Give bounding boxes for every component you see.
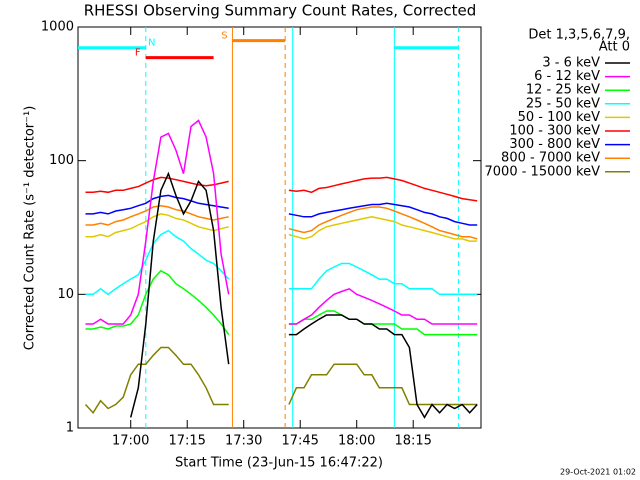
legend-label: 6 - 12 keV (534, 69, 600, 84)
footer: 29-Oct-2021 01:02 (560, 468, 636, 477)
series-line (85, 204, 478, 240)
y-tick-label: 100 (49, 153, 74, 168)
legend-label: 300 - 800 keV (509, 137, 600, 152)
legend-title: Det 1,3,5,6,7,9, (528, 28, 630, 43)
legend-label: 25 - 50 keV (526, 96, 600, 111)
series-line (84, 346, 478, 415)
plot-frame (77, 26, 482, 429)
series-line (129, 171, 478, 419)
x-tick-label: 18:15 (394, 434, 431, 449)
series-line (85, 229, 478, 296)
chart-title: RHESSI Observing Summary Count Rates, Co… (84, 2, 477, 20)
flag-label: N (148, 38, 155, 49)
y-tick-label: 10 (57, 287, 74, 302)
y-axis-label: Corrected Count Rate (s⁻¹ detector⁻¹) (23, 106, 38, 351)
x-tick-label: 17:45 (281, 434, 318, 449)
x-tick-label: 17:30 (225, 434, 262, 449)
x-axis-label: Start Time (23-Jun-15 16:47:22) (175, 456, 383, 471)
series-line (85, 119, 478, 325)
legend-label: 12 - 25 keV (526, 83, 600, 98)
y-tick-label: 1000 (41, 20, 74, 35)
flag-label: F (135, 48, 141, 59)
series-line (85, 269, 478, 336)
legend-label: 800 - 7000 keV (501, 151, 600, 166)
legend-label: 7000 - 15000 keV (485, 164, 601, 179)
flag-label: S (221, 31, 227, 42)
series-line (85, 194, 478, 226)
x-tick-label: 17:00 (112, 434, 149, 449)
legend-label: 100 - 300 keV (509, 124, 600, 139)
legend-title: Att 0 (599, 40, 630, 55)
x-tick-label: 18:00 (338, 434, 375, 449)
legend-label: 50 - 100 keV (518, 110, 601, 125)
series-line (85, 213, 478, 242)
legend-label: 3 - 6 keV (542, 56, 600, 71)
y-tick-label: 1 (66, 421, 74, 436)
x-tick-label: 17:15 (168, 434, 205, 449)
series-line (85, 176, 478, 202)
